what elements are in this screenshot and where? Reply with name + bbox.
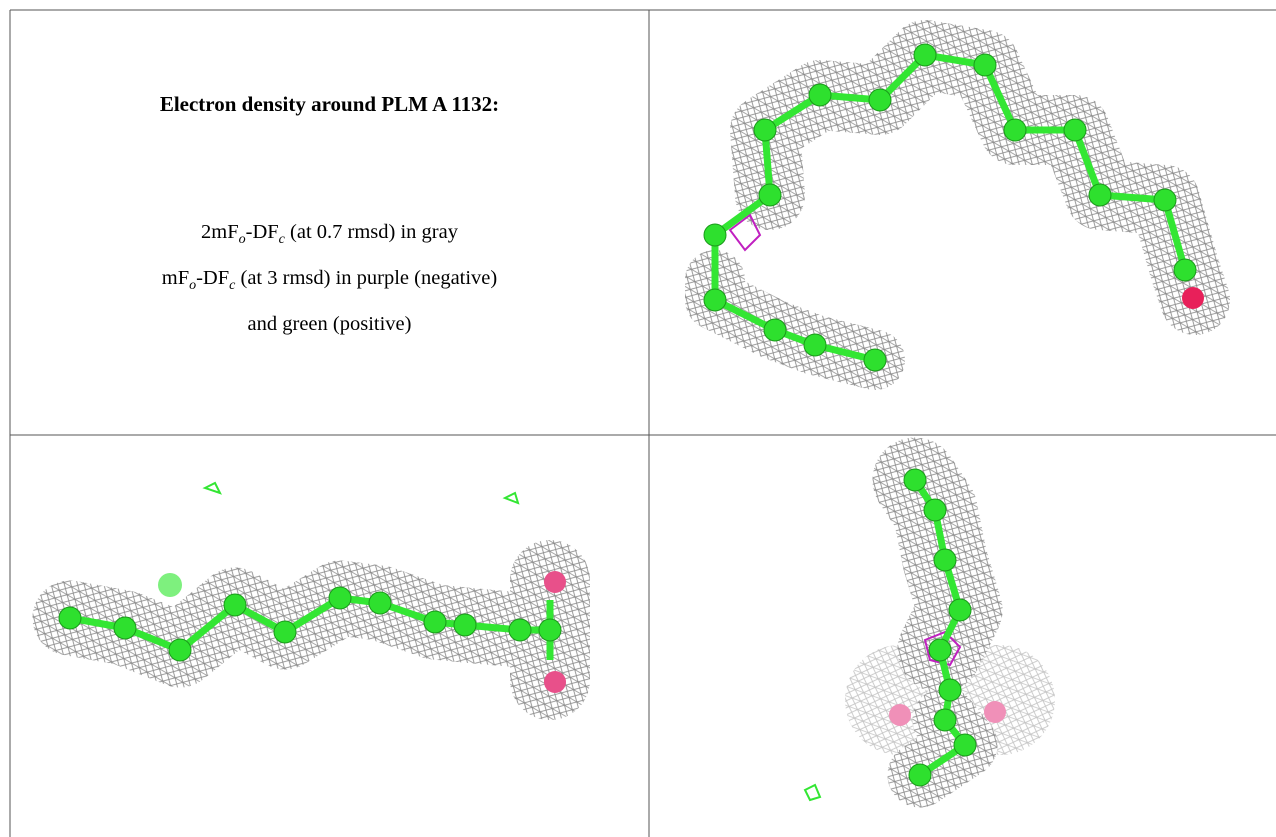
text-run: and green (positive) [248, 313, 412, 335]
molecule-view-3 [805, 469, 1006, 800]
caption-line: mFo-DFc (at 3 rmsd) in purple (negative) [10, 259, 649, 305]
text-run: -DF [196, 267, 229, 289]
text-run: 2mF [201, 221, 239, 243]
molecule-view-1 [704, 44, 1204, 371]
page: {"caption": {"title": "Electron density … [0, 0, 1276, 837]
caption-line: 2mFo-DFc (at 0.7 rmsd) in gray [10, 213, 649, 259]
text-run: (at 3 rmsd) in purple (negative) [235, 267, 497, 289]
text-run: (at 0.7 rmsd) in gray [285, 221, 458, 243]
caption-cell: Electron density around PLM A 1132: 2mFo… [10, 10, 649, 435]
text-run: -DF [246, 221, 279, 243]
caption-line: and green (positive) [10, 305, 649, 344]
subscript: o [239, 232, 246, 247]
text-run: mF [162, 267, 189, 289]
molecule-view-2 [59, 483, 566, 693]
caption-title: Electron density around PLM A 1132: [10, 92, 649, 117]
